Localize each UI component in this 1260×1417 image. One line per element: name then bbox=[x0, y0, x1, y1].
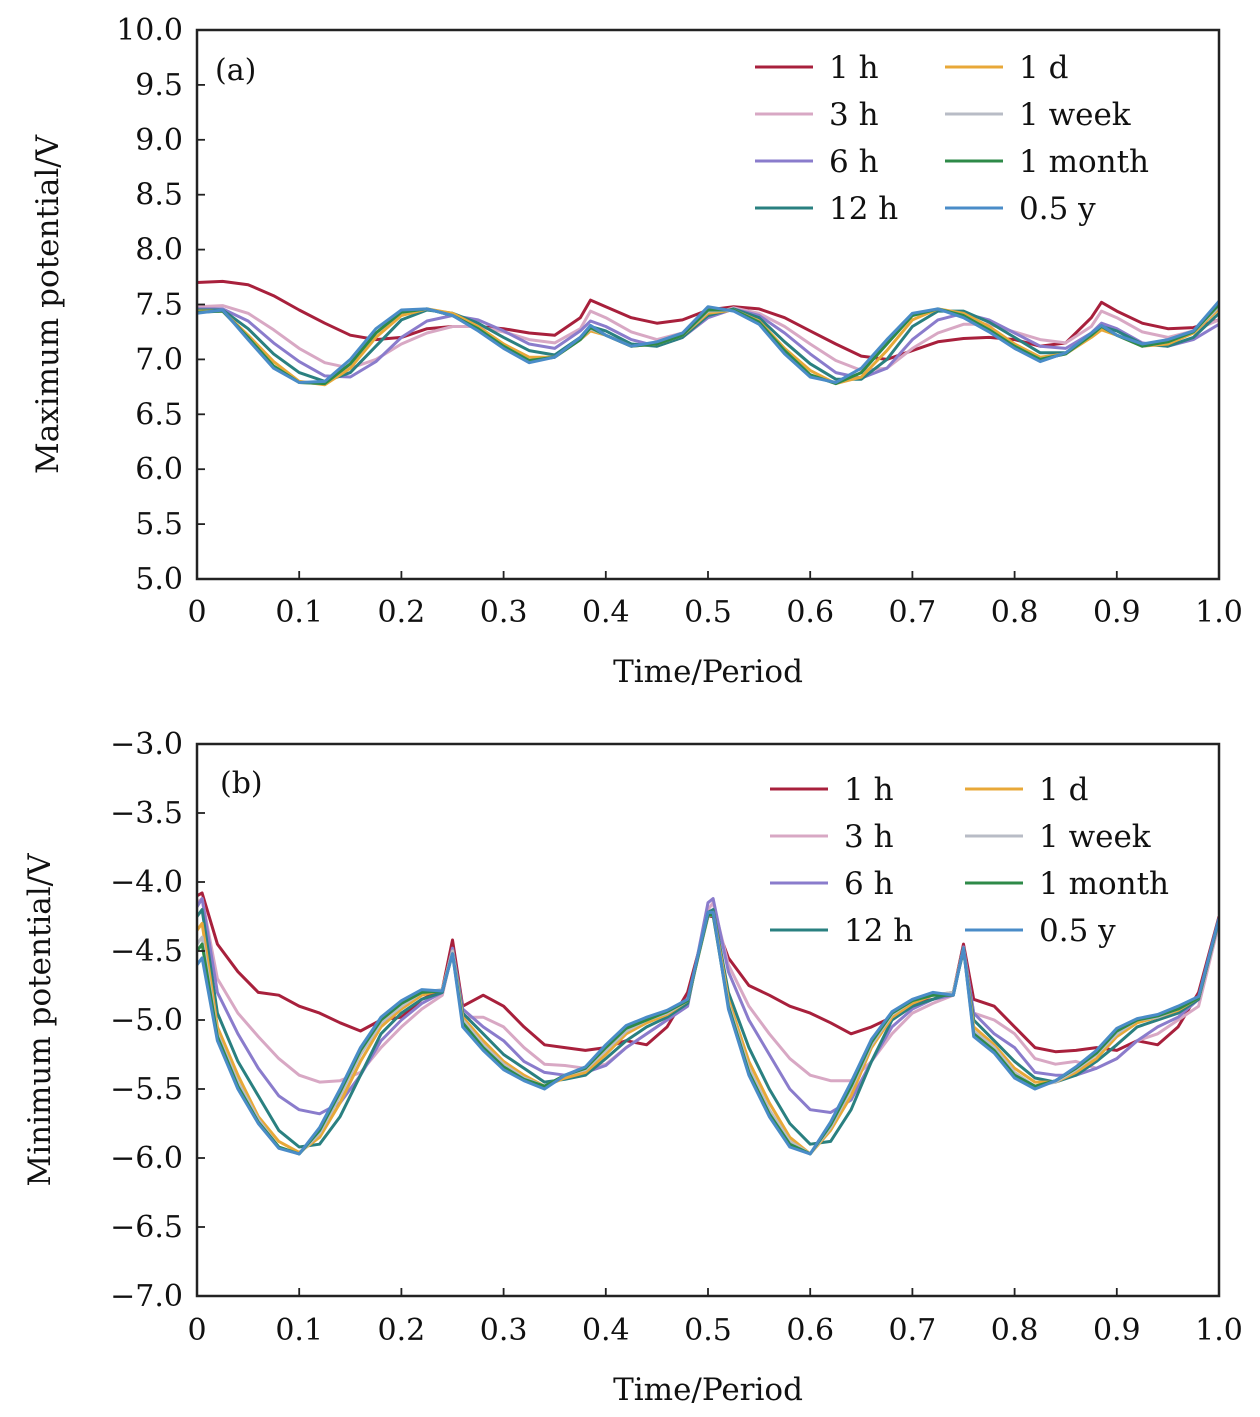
legend-item: 12 h bbox=[755, 191, 898, 227]
legend-label: 1 month bbox=[1039, 866, 1169, 902]
x-tick-label: 0.5 bbox=[684, 1313, 732, 1348]
legend-item: 0.5 y bbox=[945, 191, 1096, 227]
series-line-12-h bbox=[197, 307, 1219, 383]
x-tick-label: 0.7 bbox=[889, 595, 937, 630]
panel-label: (b) bbox=[220, 766, 263, 801]
x-tick-label: 0.1 bbox=[275, 595, 323, 630]
y-tick-label: 8.5 bbox=[135, 178, 183, 213]
x-tick-label: 0.3 bbox=[480, 595, 528, 630]
x-tick-label: 0.3 bbox=[480, 1313, 528, 1348]
x-tick-label: 0.2 bbox=[378, 1313, 426, 1348]
legend-item: 6 h bbox=[755, 144, 879, 180]
y-tick-label: −4.0 bbox=[110, 865, 183, 900]
x-tick-label: 0 bbox=[187, 1313, 206, 1348]
x-axis-title: Time/Period bbox=[613, 1372, 803, 1408]
legend-label: 0.5 y bbox=[1039, 913, 1116, 949]
legend-label: 1 week bbox=[1019, 97, 1131, 133]
x-tick-label: 0.2 bbox=[378, 595, 426, 630]
y-tick-label: −4.5 bbox=[110, 934, 183, 969]
x-tick-label: 0.7 bbox=[889, 1313, 937, 1348]
panel-b: 0 0.1 0.2 0.3 0.4 0.5 0.6 0.7 0.8 0.9 1.0 −7.0 −6.5 −… bbox=[22, 727, 1243, 1408]
series-group bbox=[197, 279, 1219, 387]
legend: 1 h 3 h 6 h 12 h 1 d 1 week 1 month 0.5 y bbox=[770, 772, 1169, 949]
x-tick-label: 0 bbox=[187, 595, 206, 630]
legend-item: 12 h bbox=[770, 913, 913, 949]
legend-label: 1 d bbox=[1039, 772, 1088, 808]
x-axis-title: Time/Period bbox=[613, 654, 803, 690]
legend-item: 1 week bbox=[945, 97, 1131, 133]
legend-label: 1 h bbox=[844, 772, 894, 808]
x-tick-label: 0.9 bbox=[1093, 595, 1141, 630]
y-tick-label: −3.5 bbox=[110, 796, 183, 831]
legend-item: 1 d bbox=[945, 50, 1068, 86]
y-tick-label: −5.0 bbox=[110, 1003, 183, 1038]
y-tick-label: 6.0 bbox=[135, 452, 183, 487]
x-tick-label: 0.8 bbox=[991, 1313, 1039, 1348]
y-tick-label: −6.0 bbox=[110, 1141, 183, 1176]
y-tick-label: −6.5 bbox=[110, 1210, 183, 1245]
y-tick-label: 8.0 bbox=[135, 233, 183, 268]
x-tick-label: 0.4 bbox=[582, 595, 630, 630]
y-tick-label: −7.0 bbox=[110, 1279, 183, 1314]
y-tick-label: 9.0 bbox=[135, 123, 183, 158]
panel-label: (a) bbox=[215, 53, 256, 88]
legend-label: 12 h bbox=[844, 913, 913, 949]
legend-item: 1 month bbox=[965, 866, 1169, 902]
legend-item: 1 week bbox=[965, 819, 1151, 855]
x-tick-label: 0.5 bbox=[684, 595, 732, 630]
legend-item: 1 month bbox=[945, 144, 1149, 180]
legend-label: 1 h bbox=[829, 50, 879, 86]
x-tick-label: 0.8 bbox=[991, 595, 1039, 630]
y-tick-label: −5.5 bbox=[110, 1072, 183, 1107]
y-tick-label: 10.0 bbox=[116, 13, 183, 48]
y-tick-label: 5.0 bbox=[135, 562, 183, 597]
x-tick-label: 0.6 bbox=[786, 595, 834, 630]
x-tick-label: 0.6 bbox=[786, 1313, 834, 1348]
y-tick-label: −3.0 bbox=[110, 727, 183, 762]
x-tick-label: 0.1 bbox=[275, 1313, 323, 1348]
panel-a: 0 0.1 0.2 0.3 0.4 0.5 0.6 0.7 0.8 0.9 1.0 5.0 5.5 6.0… bbox=[30, 13, 1243, 690]
x-tick-label: 0.4 bbox=[582, 1313, 630, 1348]
legend-item: 3 h bbox=[770, 819, 894, 855]
series-line-1-week bbox=[197, 913, 1219, 1156]
legend-item: 0.5 y bbox=[965, 913, 1116, 949]
y-tick-label: 6.5 bbox=[135, 397, 183, 432]
legend-item: 1 d bbox=[965, 772, 1088, 808]
x-tick-label: 1.0 bbox=[1195, 595, 1243, 630]
y-tick-label: 5.5 bbox=[135, 507, 183, 542]
legend-label: 1 week bbox=[1039, 819, 1151, 855]
legend-label: 3 h bbox=[829, 97, 879, 133]
series-line-6-h bbox=[197, 307, 1219, 380]
y-axis-title: Maximum potential/V bbox=[30, 134, 66, 474]
legend-label: 1 month bbox=[1019, 144, 1149, 180]
legend: 1 h 3 h 6 h 12 h 1 d 1 week 1 month 0.5 y bbox=[755, 50, 1149, 227]
legend-label: 6 h bbox=[844, 866, 894, 902]
legend-item: 3 h bbox=[755, 97, 879, 133]
y-tick-label: 9.5 bbox=[135, 68, 183, 103]
legend-label: 3 h bbox=[844, 819, 894, 855]
series-line-0-5-y bbox=[197, 910, 1219, 1156]
series-group bbox=[197, 891, 1219, 1156]
legend-label: 6 h bbox=[829, 144, 879, 180]
x-tick-label: 0.9 bbox=[1093, 1313, 1141, 1348]
x-tick-label: 1.0 bbox=[1195, 1313, 1243, 1348]
legend-label: 0.5 y bbox=[1019, 191, 1096, 227]
y-axis-title: Minimum potential/V bbox=[22, 853, 58, 1187]
legend-item: 1 h bbox=[755, 50, 879, 86]
y-tick-label: 7.0 bbox=[135, 342, 183, 377]
series-line-1-month bbox=[197, 913, 1219, 1156]
legend-item: 6 h bbox=[770, 866, 894, 902]
legend-label: 12 h bbox=[829, 191, 898, 227]
legend-item: 1 h bbox=[770, 772, 894, 808]
y-tick-label: 7.5 bbox=[135, 288, 183, 323]
legend-label: 1 d bbox=[1019, 50, 1068, 86]
series-line-0-5-y bbox=[197, 300, 1219, 384]
